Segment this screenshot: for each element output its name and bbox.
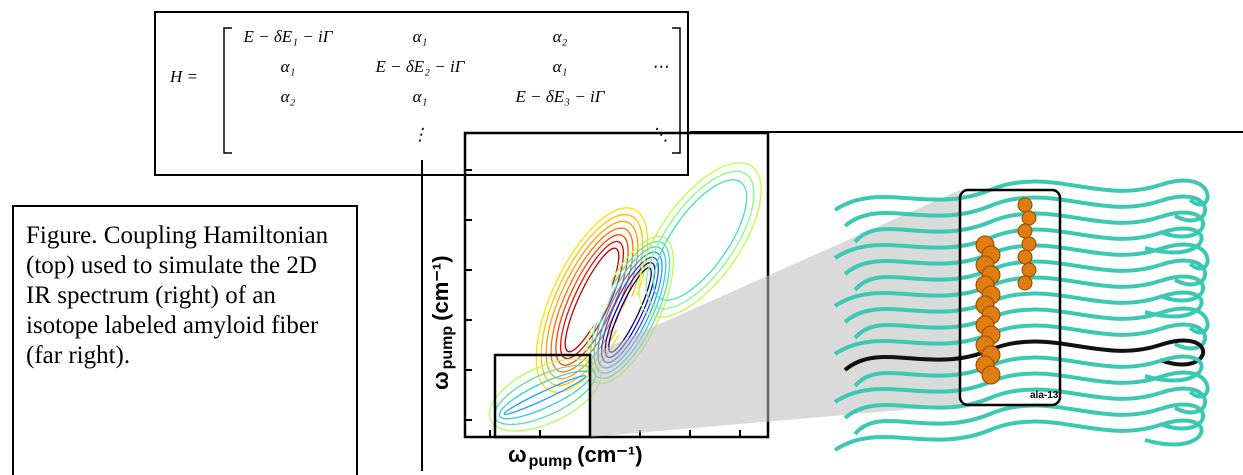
y-axis-label: ωpump (cm⁻¹) (428, 255, 456, 390)
strand (835, 421, 1202, 450)
atom (1022, 211, 1036, 225)
matrix-cell: α₂ (281, 87, 296, 106)
matrix-cell: E − δE₃ − iΓ (515, 87, 606, 106)
matrix-cell: E − δE₁ − iΓ (243, 27, 334, 46)
atom (1018, 224, 1032, 238)
matrix-cell: E − δE₂ − iΓ (375, 57, 466, 76)
x-symbol: ω (508, 442, 527, 467)
page: H = ala-13 ωpump(cm⁻¹) ωpump(cm⁻¹) E − δ… (0, 0, 1243, 471)
matrix-lhs: H = (169, 67, 198, 86)
matrix-cell: ⋮ (412, 125, 429, 144)
atom (1018, 250, 1032, 264)
contour-line (487, 354, 604, 437)
matrix-cell: α₂ (553, 27, 568, 46)
x-sub: pump (529, 453, 573, 470)
y-unit: (cm⁻¹) (428, 255, 453, 320)
x-unit: (cm⁻¹) (577, 442, 642, 467)
atom (982, 366, 1000, 384)
residue-label: ala-13 (1030, 390, 1059, 401)
caption: Figure. Coupling Hamiltonian (top) used … (12, 205, 358, 475)
atom (1022, 237, 1036, 251)
matrix-cell: α₁ (413, 87, 428, 106)
matrix-cell: ⋯ (652, 57, 669, 76)
matrix-cell: α₁ (413, 27, 428, 46)
matrix-cell: α₁ (281, 57, 296, 76)
matrix-cell: α₁ (553, 57, 568, 76)
y-symbol: ω (428, 371, 453, 390)
atom (1018, 276, 1032, 290)
atom (1022, 263, 1036, 277)
atom (1018, 198, 1032, 212)
y-sub: pump (439, 326, 456, 370)
matrix-cell: ⋱ (652, 125, 669, 144)
